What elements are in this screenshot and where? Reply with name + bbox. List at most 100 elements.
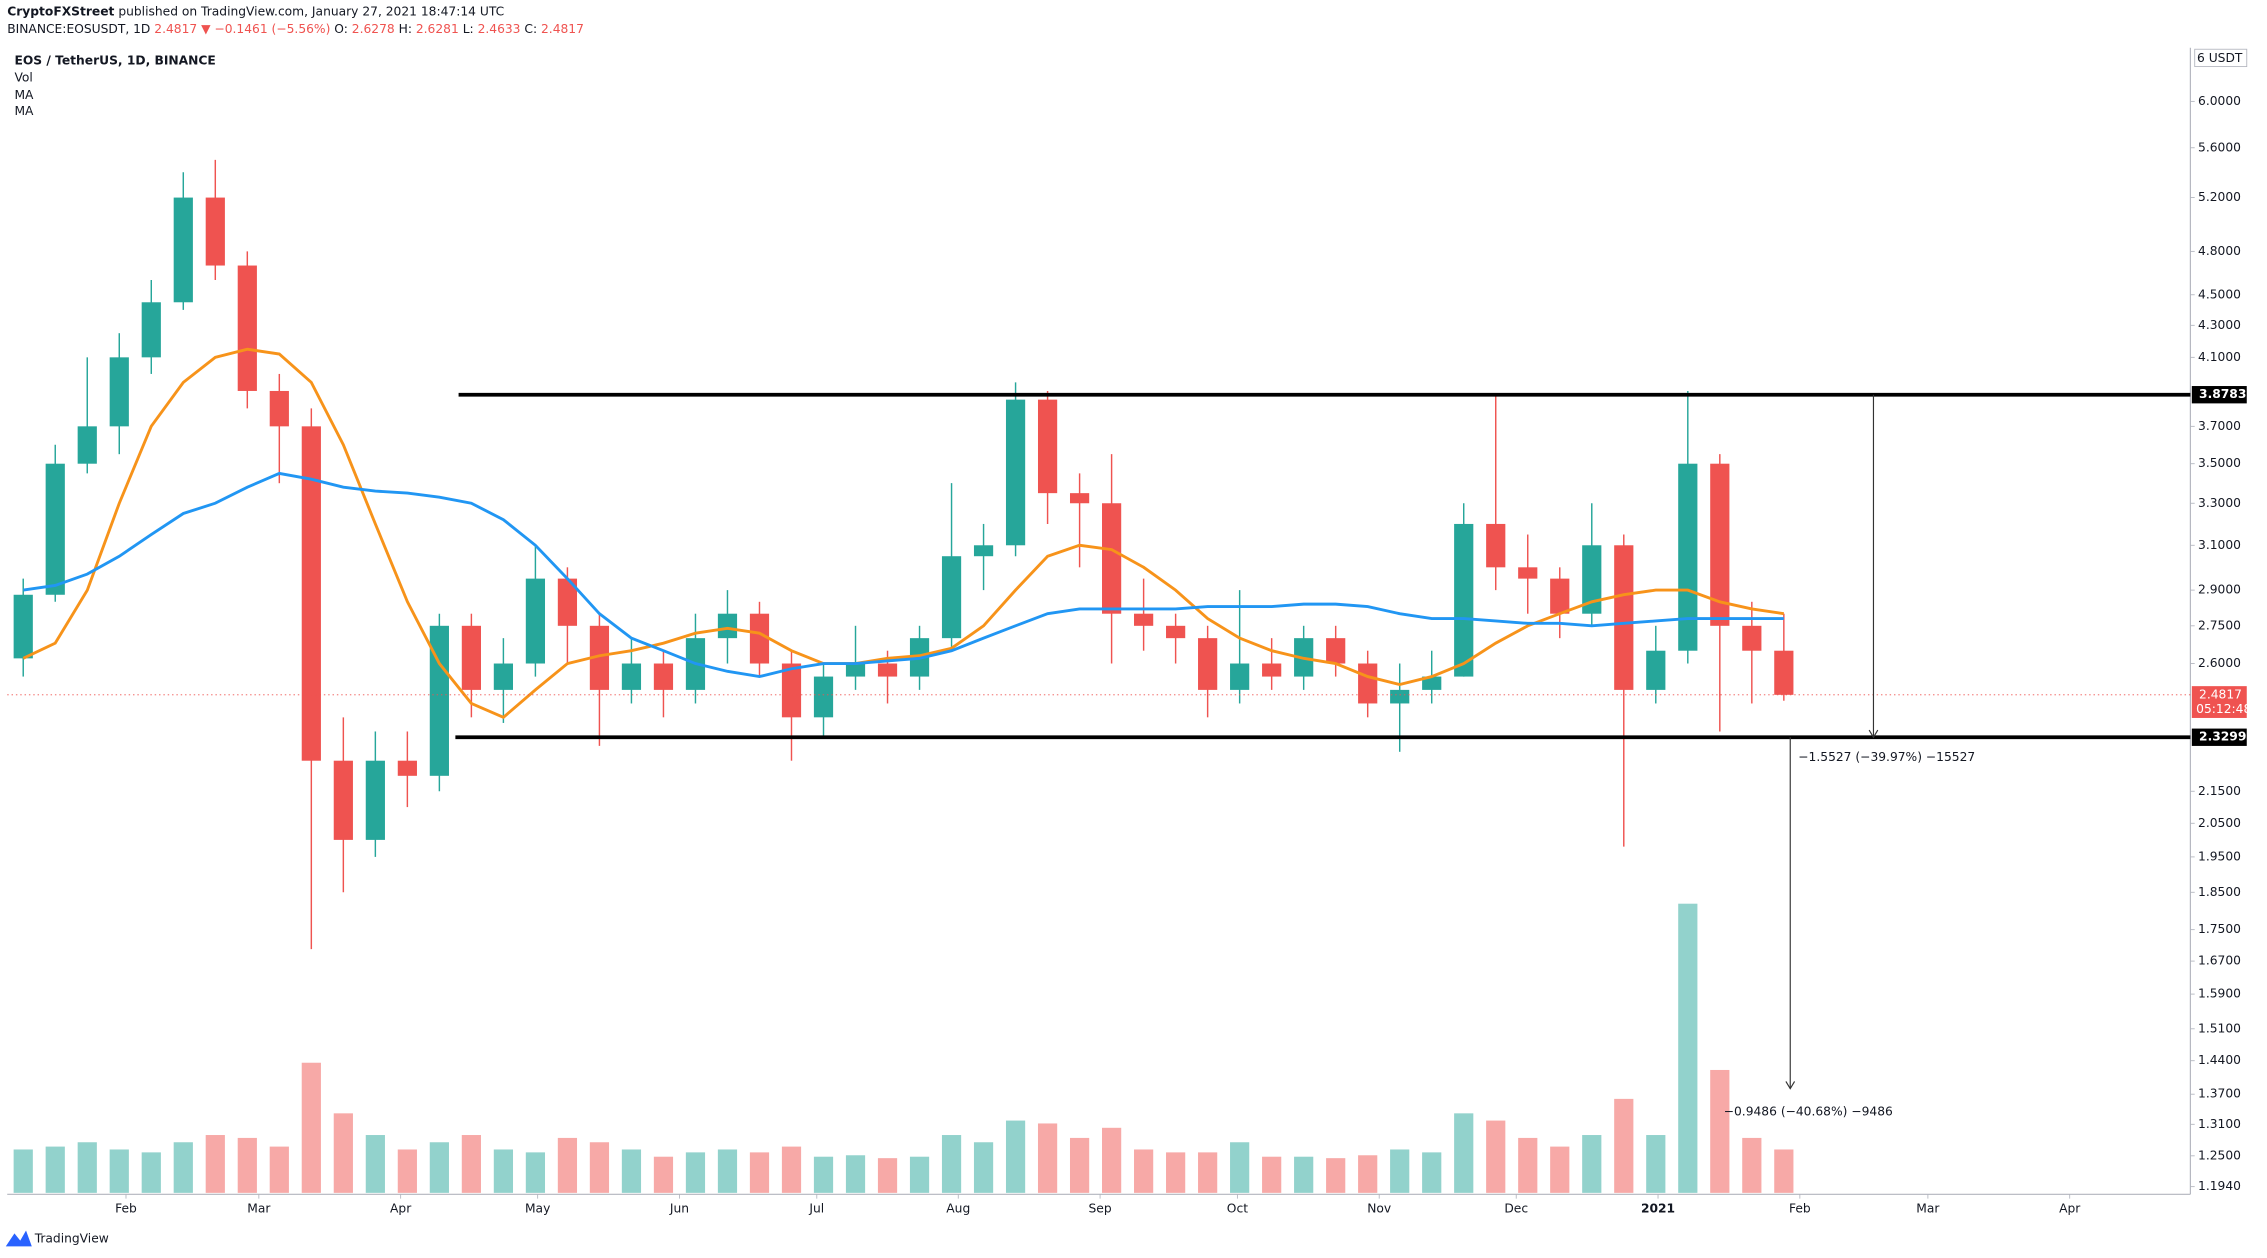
- y-tick-label: 1.4400: [2198, 1053, 2241, 1067]
- candle-body: [1710, 463, 1730, 626]
- candle-body: [1646, 650, 1666, 690]
- chart-title: EOS / TetherUS, 1D, BINANCE: [14, 53, 215, 67]
- candle-body: [1774, 650, 1794, 695]
- c: 2.4817: [541, 21, 584, 35]
- candle-body: [653, 663, 674, 690]
- candle-body: [301, 426, 321, 761]
- candle-body: [1454, 523, 1474, 677]
- volume-bar: [973, 1142, 994, 1193]
- volume-bar: [429, 1142, 449, 1193]
- volume-bar: [397, 1149, 417, 1193]
- volume-bar: [237, 1137, 257, 1193]
- volume-bar: [1454, 1113, 1474, 1193]
- y-tick-label: 1.1940: [2198, 1179, 2241, 1193]
- candle-body: [1198, 638, 1218, 690]
- volume-bar: [1774, 1149, 1794, 1193]
- candle-body: [141, 302, 161, 358]
- volume-bar: [1358, 1155, 1378, 1193]
- volume-bar: [493, 1149, 514, 1193]
- candle-body: [1166, 625, 1186, 639]
- volume-bar: [205, 1135, 225, 1193]
- candle-body: [429, 625, 449, 776]
- y-tick-label: 2.9000: [2198, 583, 2241, 597]
- volume-bar: [109, 1149, 129, 1193]
- volume-bar: [13, 1149, 33, 1193]
- x-tick-label: Dec: [1504, 1201, 1528, 1215]
- candle-body: [557, 578, 578, 626]
- volume-bar: [1262, 1156, 1282, 1193]
- candle-body: [365, 760, 385, 840]
- y-tick-label: 1.5100: [2198, 1021, 2241, 1035]
- volume-bar: [909, 1156, 930, 1193]
- l: 2.4633: [478, 21, 521, 35]
- candle-body: [1390, 689, 1410, 704]
- volume-bar: [525, 1152, 546, 1193]
- candle-body: [749, 613, 770, 664]
- y-tick-label: 4.3000: [2198, 318, 2241, 332]
- volume-bar: [365, 1135, 385, 1193]
- volume-bar: [333, 1113, 353, 1193]
- x-tick-label: Sep: [1089, 1201, 1112, 1215]
- volume-bar: [781, 1146, 802, 1193]
- candle-body: [1678, 463, 1698, 651]
- volume-bar: [1646, 1135, 1666, 1193]
- o: 2.6278: [352, 21, 395, 35]
- footer: TradingView: [34, 1232, 109, 1246]
- legend-item: MA: [14, 88, 34, 102]
- measure-label: −0.9486 (−40.68%) −9486: [1724, 1104, 1893, 1118]
- x-tick-label: Jul: [808, 1201, 824, 1215]
- plot: 1.1940 1.2500 1.3100 1.3700 1.4400 1.5100 1.59…: [7, 94, 2251, 1215]
- y-tick-label: 3.3000: [2198, 496, 2241, 510]
- y-tick-label: 4.1000: [2198, 350, 2241, 364]
- candle-body: [237, 265, 257, 391]
- measure-arrow: [1868, 729, 1879, 739]
- volume-bar: [1422, 1152, 1442, 1193]
- candle-body: [1422, 676, 1442, 690]
- ma-line: [23, 471, 1784, 679]
- y-tick-label: 3.5000: [2198, 456, 2241, 470]
- y-tick-label: 4.8000: [2198, 244, 2241, 258]
- volume-bar: [77, 1142, 97, 1193]
- candle-body: [397, 760, 417, 776]
- candle-body: [781, 663, 802, 718]
- x-tick-label: May: [525, 1201, 550, 1215]
- volume-bar: [461, 1135, 481, 1193]
- c-label: C:: [524, 21, 537, 35]
- x-tick-label: Feb: [115, 1201, 137, 1215]
- price-box: [2191, 686, 2247, 718]
- candle-body: [1486, 523, 1506, 568]
- y-tick-label: 6.0000: [2198, 94, 2241, 108]
- h: 2.6281: [416, 21, 459, 35]
- volume-bar: [1069, 1137, 1090, 1193]
- y-tick-label: 2.7500: [2198, 618, 2241, 632]
- candle-body: [1518, 567, 1538, 579]
- candle-body: [493, 663, 514, 690]
- volume-bar: [813, 1156, 834, 1193]
- y-tick-label: 1.2500: [2198, 1148, 2241, 1162]
- candle-body: [1134, 613, 1154, 626]
- y-tick-label: 5.6000: [2198, 140, 2241, 154]
- candle-body: [77, 426, 97, 464]
- y-tick-label: 1.9500: [2198, 849, 2241, 863]
- candle-body: [1358, 663, 1378, 704]
- volume-bar: [1037, 1123, 1058, 1193]
- y-tick-label: 1.3700: [2198, 1087, 2241, 1101]
- x-tick-label: Apr: [390, 1201, 412, 1215]
- y-tick-label: 1.7500: [2198, 922, 2241, 936]
- candle-body: [1614, 545, 1634, 690]
- candle-body: [941, 556, 962, 639]
- candle-body: [333, 760, 353, 840]
- volume-bar: [141, 1152, 161, 1193]
- symbol-line: BINANCE:EOSUSDT, 1D 2.4817 ▼ −0.1461 (−5…: [7, 21, 584, 35]
- logo: [5, 1230, 32, 1247]
- volume-bar: [1134, 1149, 1154, 1193]
- h-label: H:: [399, 21, 412, 35]
- volume-bar: [845, 1155, 866, 1193]
- y-tick-label: 3.7000: [2198, 419, 2241, 433]
- volume-bar: [1486, 1120, 1506, 1193]
- measure-arrow: [1785, 1081, 1796, 1090]
- y-tick-label: 1.6700: [2198, 954, 2241, 968]
- volume-bar: [877, 1158, 898, 1193]
- volume-bar: [1550, 1146, 1570, 1193]
